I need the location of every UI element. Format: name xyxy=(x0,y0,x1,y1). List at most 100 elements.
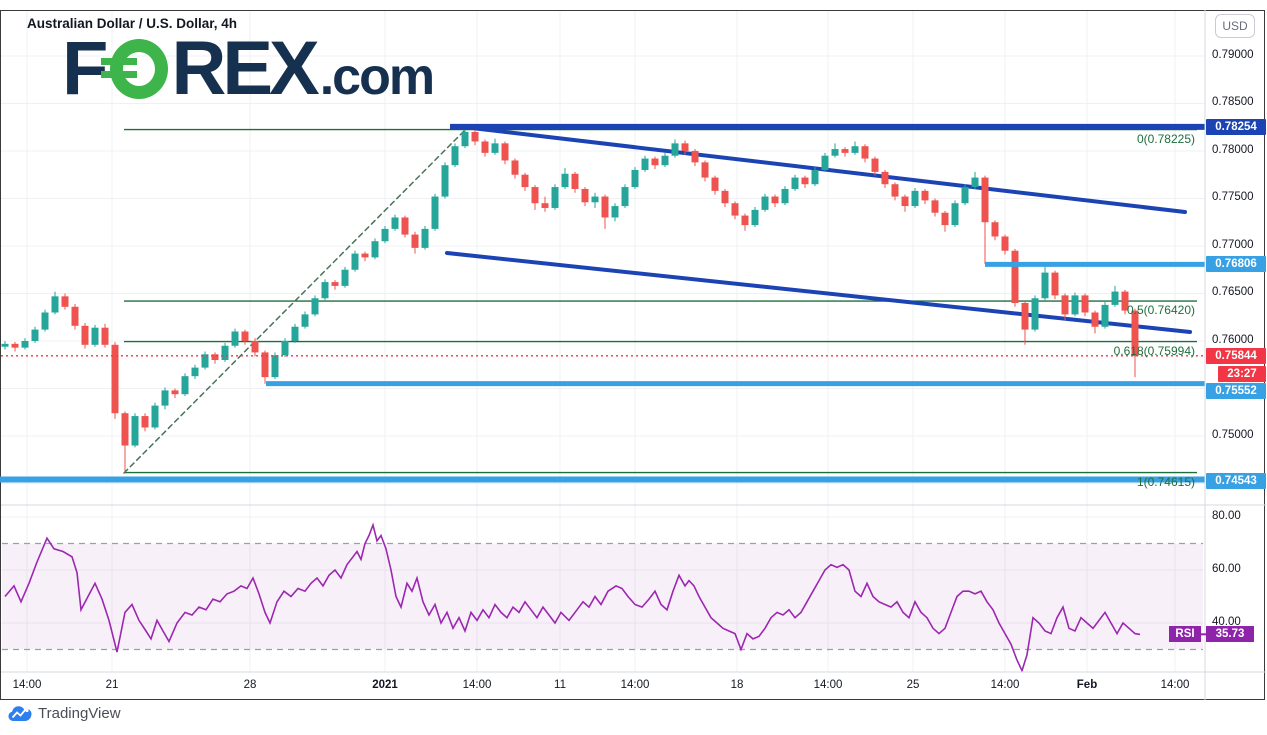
forex-com-watermark: F REX .com xyxy=(62,26,435,111)
rsi-axis-label[interactable]: 60.00 xyxy=(1212,563,1241,575)
candle-body xyxy=(471,131,479,142)
candle-body xyxy=(621,187,629,207)
candle-body xyxy=(481,141,489,153)
tradingview-label: TradingView xyxy=(38,705,121,722)
candle-body xyxy=(181,376,189,395)
candle-body xyxy=(251,341,259,353)
price-axis-label[interactable]: 0.76000 xyxy=(1212,334,1254,346)
candle-body xyxy=(41,312,49,330)
candle-body xyxy=(901,196,909,207)
candle-body xyxy=(591,196,599,203)
time-axis-label[interactable]: 25 xyxy=(906,679,920,691)
candle-body xyxy=(121,413,129,446)
candle-body xyxy=(501,143,509,161)
candle-body xyxy=(231,331,239,346)
candle-body xyxy=(111,344,119,414)
candle-body xyxy=(1011,250,1019,303)
candle-body xyxy=(991,222,999,237)
time-axis-label[interactable]: 14:00 xyxy=(813,679,843,691)
time-axis-label[interactable]: Feb xyxy=(1076,679,1098,691)
time-axis-label[interactable]: 14:00 xyxy=(990,679,1020,691)
candle-body xyxy=(211,354,219,361)
candle-body xyxy=(361,253,369,258)
time-axis-label[interactable]: 14:00 xyxy=(462,679,492,691)
time-axis-label[interactable]: 21 xyxy=(105,679,119,691)
candle-body xyxy=(811,169,819,185)
candle-body xyxy=(31,329,39,341)
tradingview-attribution[interactable]: TradingView xyxy=(8,705,121,722)
candle-body xyxy=(101,327,109,345)
fib-level-label: 1(0.74615) xyxy=(1136,474,1195,489)
time-axis-label[interactable]: 18 xyxy=(730,679,744,691)
candle-body xyxy=(261,352,269,378)
candle-body xyxy=(881,171,889,185)
candle-body xyxy=(601,196,609,218)
price-axis-label[interactable]: 0.76500 xyxy=(1212,286,1254,299)
candle-body xyxy=(1081,295,1089,313)
candle-body xyxy=(891,184,899,197)
channel-upper-line[interactable] xyxy=(453,124,1187,214)
rsi-band xyxy=(2,543,1203,650)
candle-body xyxy=(701,162,709,178)
candle-body xyxy=(631,169,639,188)
time-axis-label[interactable]: 14:00 xyxy=(1160,679,1190,691)
candle-body xyxy=(921,190,929,201)
candle-body xyxy=(571,173,579,189)
candle-body xyxy=(771,196,779,204)
price-axis-label[interactable]: 0.77500 xyxy=(1212,191,1254,204)
time-axis-label[interactable]: 11 xyxy=(554,679,566,691)
candle-body xyxy=(241,331,249,341)
dashed-uptrend-line[interactable] xyxy=(123,127,468,474)
candle-body xyxy=(1091,312,1099,327)
candle-body xyxy=(841,149,849,153)
candle-body xyxy=(751,209,759,226)
candle-body xyxy=(491,143,499,153)
candle-body xyxy=(191,367,199,377)
candle-body xyxy=(931,200,939,213)
tradingview-cloud-icon xyxy=(8,706,32,721)
price-axis-label[interactable]: 0.78500 xyxy=(1212,96,1254,109)
rsi-value-badge: 35.73 xyxy=(1206,626,1254,643)
axis-price-badge: 0.74543 xyxy=(1206,473,1266,489)
candle-body xyxy=(721,190,729,204)
candle-body xyxy=(551,187,559,208)
candle-body xyxy=(71,306,79,326)
candle-body xyxy=(81,325,89,345)
rsi-axis-label[interactable]: 80.00 xyxy=(1212,510,1241,522)
currency-usd-button[interactable]: USD xyxy=(1215,14,1255,38)
candle-body xyxy=(861,146,869,159)
candle-body xyxy=(651,158,659,166)
price-axis-label[interactable]: 0.77000 xyxy=(1212,238,1254,251)
forex-logo-rex: REX xyxy=(171,26,319,111)
candle-body xyxy=(291,326,299,341)
price-axis-label[interactable]: 0.78000 xyxy=(1212,143,1254,156)
channel-lower-line[interactable] xyxy=(445,251,1192,334)
forex-logo-o-icon xyxy=(101,39,169,100)
price-axis-label[interactable]: 0.79000 xyxy=(1212,48,1254,61)
candle-body xyxy=(311,298,319,315)
price-axis-label[interactable]: 0.75000 xyxy=(1212,429,1254,442)
candle-body xyxy=(371,241,379,258)
candle-body xyxy=(411,234,419,248)
symbol-title: Australian Dollar / U.S. Dollar, 4h xyxy=(27,16,238,31)
time-axis-label[interactable]: 14:00 xyxy=(620,679,650,691)
candle-body xyxy=(561,173,569,188)
candle-body xyxy=(91,327,99,345)
candle-body xyxy=(541,203,549,208)
candle-body xyxy=(271,355,279,378)
candle-body xyxy=(381,228,389,242)
candle-body xyxy=(451,146,459,166)
time-axis-label[interactable]: 28 xyxy=(243,679,257,691)
candle-body xyxy=(1131,310,1139,357)
time-axis-label[interactable]: 14:00 xyxy=(12,679,42,691)
time-axis-label[interactable]: 2021 xyxy=(372,679,398,691)
candle-body xyxy=(821,155,829,170)
rsi-axis-label[interactable]: 40.00 xyxy=(1212,616,1241,628)
candle-body xyxy=(431,196,439,229)
candle-body xyxy=(731,203,739,216)
candle-body xyxy=(461,131,469,147)
candle-body xyxy=(1101,304,1109,327)
candle-body xyxy=(971,177,979,188)
forex-logo-tld: .com xyxy=(319,47,435,106)
